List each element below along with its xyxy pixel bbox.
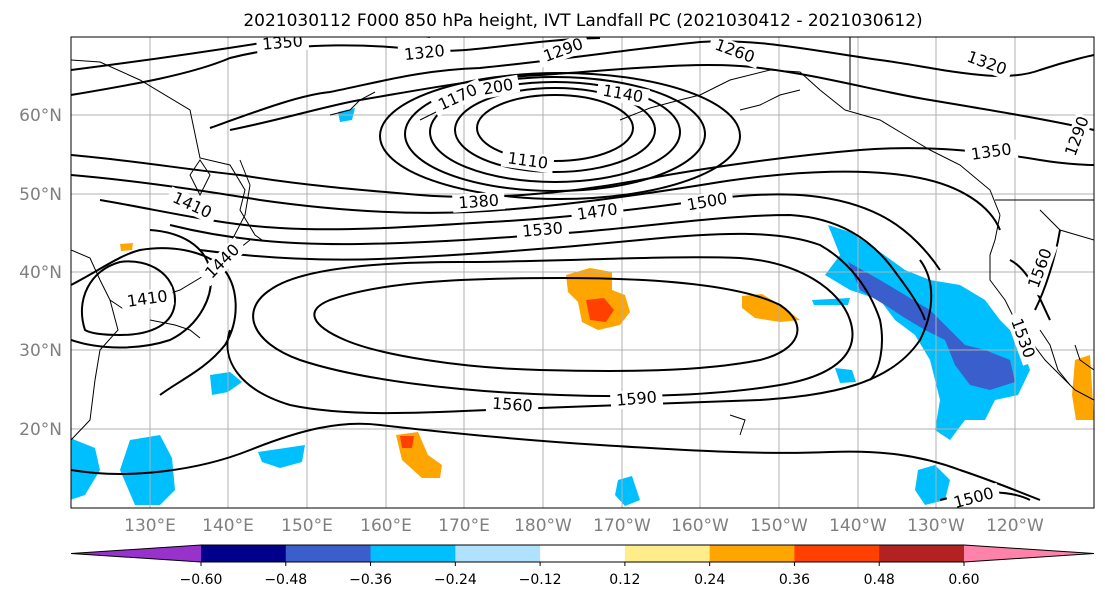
contour-label: 1350 (964, 139, 1019, 165)
map-panel: 1350 1320 1290 1260 1320 1200 1170 1140 … (70, 31, 1095, 509)
longitude-labels: 130°E 140°E 150°E 160°E 170°E 180°W 170°… (124, 516, 1044, 536)
ivt-region-negative (258, 445, 305, 468)
ivt-region-positive (1072, 355, 1094, 420)
colorbar-swatch (794, 545, 880, 562)
colorbar-extend-min (71, 545, 201, 562)
colorbar-extend-max (964, 545, 1094, 562)
contour-label: 1110 (500, 148, 555, 174)
ivt-shading (71, 108, 1094, 506)
ivt-region-negative (915, 465, 950, 505)
ivt-region-positive (120, 243, 133, 251)
contour-labels: 1350 1320 1290 1260 1320 1200 1170 1140 … (120, 31, 1094, 508)
lon-label: 130°W (907, 516, 965, 536)
lon-label: 140°W (829, 516, 887, 536)
ivt-region-positive (742, 294, 800, 322)
lat-label: 30°N (19, 341, 62, 361)
latitude-labels: 60°N 50°N 40°N 30°N 20°N (19, 106, 62, 440)
svg-text:1530: 1530 (521, 218, 563, 240)
colorbar-swatch (879, 545, 965, 562)
svg-text:1350: 1350 (261, 31, 303, 53)
lon-label: 150°E (281, 516, 333, 536)
lon-label: 160°E (360, 516, 412, 536)
height-contours (71, 37, 1094, 501)
svg-text:1320: 1320 (403, 41, 445, 64)
lon-label: 170°E (438, 516, 490, 536)
ivt-region-negative (71, 438, 100, 500)
ivt-region-strong-positive (586, 298, 614, 322)
colorbar-tick-label: 0.12 (609, 572, 640, 588)
colorbar: −0.60 −0.48 −0.36 −0.24 −0.12 0.12 0.24 0.36 0.4… (70, 544, 1095, 588)
lon-label: 120°W (986, 516, 1044, 536)
map-frame (70, 36, 1095, 509)
ivt-region-negative (120, 435, 175, 505)
contour-label: 1590 (609, 387, 664, 411)
colorbar-tick-label: 0.36 (779, 572, 810, 588)
colorbar-tick-label: −0.24 (434, 572, 477, 588)
ivt-region-negative (615, 476, 640, 506)
lon-label: 180°W (514, 516, 572, 536)
contour-label: 1380 (452, 191, 506, 213)
ivt-region-negative (210, 372, 242, 395)
lat-label: 50°N (19, 185, 62, 205)
lat-label: 20°N (19, 420, 62, 440)
colorbar-tick-label: −0.12 (519, 572, 562, 588)
lat-label: 40°N (19, 263, 62, 283)
colorbar-swatch (540, 545, 626, 562)
colorbar-swatch (370, 545, 456, 562)
colorbar-swatch (624, 545, 711, 562)
lon-label: 150°W (750, 516, 808, 536)
contour-label: 1560 (485, 394, 539, 416)
colorbar-tick-label: −0.60 (180, 572, 223, 588)
colorbar-swatch (709, 545, 795, 562)
ivt-region-strong-positive (400, 436, 414, 448)
lon-label: 170°W (593, 516, 651, 536)
svg-text:1590: 1590 (615, 387, 657, 409)
colorbar-tick-label: −0.36 (349, 572, 392, 588)
ivt-region-strong-negative (848, 262, 1015, 390)
colorbar-tick-label: 0.24 (694, 572, 725, 588)
colorbar-tick-label: 0.48 (864, 572, 895, 588)
chart-title: 2021030112 F000 850 hPa height, IVT Land… (243, 11, 922, 31)
colorbar-swatch (455, 545, 541, 562)
svg-text:1560: 1560 (491, 394, 533, 416)
colorbar-tick-label: 0.60 (948, 572, 979, 588)
gridlines (71, 37, 1094, 508)
lon-label: 160°W (671, 516, 729, 536)
contour-label: 1530 (515, 218, 570, 242)
contour-label: 1320 (397, 41, 452, 65)
ivt-region-negative (835, 368, 856, 383)
colorbar-tick-label: −0.48 (264, 572, 307, 588)
svg-text:1380: 1380 (458, 191, 500, 213)
colorbar-swatch (201, 545, 287, 562)
contour-label: 1500 (946, 482, 1002, 508)
lon-label: 130°E (124, 516, 176, 536)
lat-label: 60°N (19, 106, 62, 126)
colorbar-swatch (285, 545, 372, 562)
lon-label: 140°E (202, 516, 254, 536)
